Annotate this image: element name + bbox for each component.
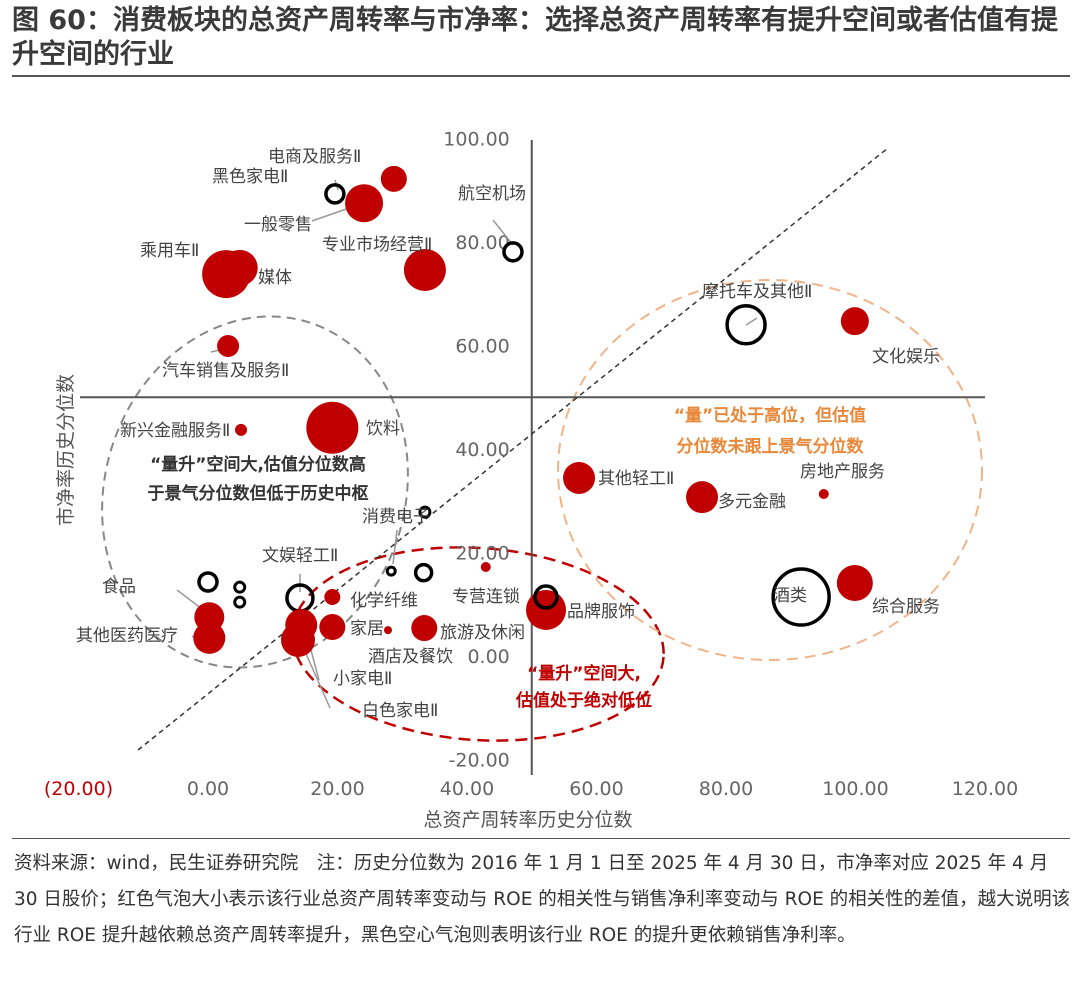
y-tick-label: 100.00 xyxy=(443,129,509,151)
y-axis-title: 市净率历史分位数 xyxy=(55,374,77,526)
figure-title: 图 60：消费板块的总资产周转率与市净率：选择总资产周转率有提升空间或者估值有提… xyxy=(12,5,1058,70)
hollow-bubble-19 xyxy=(533,584,559,610)
red-bubble-31 xyxy=(411,615,438,642)
red-bubble-18 xyxy=(525,589,566,630)
red-bubble-11 xyxy=(235,423,248,436)
orange-zone-note: “量”已处于高位，但估值 xyxy=(674,405,866,426)
gray-zone-note: 于景气分位数但低于历史中枢 xyxy=(148,483,369,504)
title-divider xyxy=(12,75,1070,77)
point-label: 化学纤维 xyxy=(350,591,418,611)
red-bubble-28 xyxy=(281,622,316,657)
point-label: 电商及服务Ⅱ xyxy=(268,147,361,167)
point-label: 多元金融 xyxy=(718,492,786,512)
red-bubble-30 xyxy=(384,626,393,635)
red-bubble-10 xyxy=(306,401,359,454)
point-label: 家居 xyxy=(350,619,384,639)
point-label: 文娱轻工Ⅱ xyxy=(262,546,338,566)
point-label: 消费电子 xyxy=(362,507,430,527)
point-label: 汽车销售及服务Ⅱ xyxy=(162,361,289,381)
point-label: 文化娱乐 xyxy=(872,347,940,367)
orange-zone-note: 分位数未跟上景气分位数 xyxy=(677,436,865,457)
x-tick-label: 60.00 xyxy=(569,778,623,800)
hollow-bubble-33 xyxy=(413,562,434,583)
red-zone-ellipse xyxy=(291,546,665,742)
footer-divider xyxy=(12,838,1070,839)
point-label: 专业市场经营Ⅱ xyxy=(322,235,432,255)
hollow-bubble-21 xyxy=(233,580,247,594)
x-tick-label: 40.00 xyxy=(440,778,494,800)
red-zone-note: “量升”空间大, xyxy=(527,663,641,684)
hollow-bubble-22 xyxy=(233,595,247,609)
red-bubble-26 xyxy=(324,589,341,606)
y-tick-label: 60.00 xyxy=(455,336,509,358)
point-label: 白色家电Ⅱ xyxy=(362,701,438,721)
red-bubble-6 xyxy=(221,249,258,286)
diagonal-reference-line xyxy=(137,147,889,751)
gray-zone-note: “量升”空间大,估值分位数高 xyxy=(150,454,366,475)
y-tick-label: 20.00 xyxy=(455,543,509,565)
red-bubble-2 xyxy=(345,184,384,223)
leader-line xyxy=(745,317,758,326)
point-label: 媒体 xyxy=(258,268,292,288)
point-label: 旅游及休闲 xyxy=(440,623,525,643)
red-bubble-0 xyxy=(380,165,407,192)
hollow-bubble-15 xyxy=(418,505,432,519)
leader-line xyxy=(492,219,514,246)
point-label: 其他医药医疗 xyxy=(76,626,178,646)
point-label: 饮料 xyxy=(366,419,400,439)
x-tick-label: 0.00 xyxy=(187,778,229,800)
hollow-bubble-8 xyxy=(725,304,767,346)
hollow-bubble-32 xyxy=(385,565,397,577)
y-tick-label: 80.00 xyxy=(455,232,509,254)
x-tick-label: 120.00 xyxy=(952,778,1018,800)
point-label: 航空机场 xyxy=(458,184,526,204)
point-label: 房地产服务 xyxy=(800,462,885,482)
y-tick-label: 0.00 xyxy=(467,646,509,668)
red-zone-note: 估值处于绝对低位 xyxy=(515,690,652,711)
red-bubble-17 xyxy=(836,565,873,602)
x-tick-label: 100.00 xyxy=(822,778,888,800)
red-bubble-14 xyxy=(818,489,829,500)
x-tick-label: 80.00 xyxy=(699,778,753,800)
point-label: 黑色家电Ⅱ xyxy=(212,167,288,187)
hollow-bubble-4 xyxy=(502,241,524,263)
point-label: 小家电Ⅱ xyxy=(333,669,392,689)
point-label: 酒店及餐饮 xyxy=(368,647,453,667)
x-tick-label: (20.00) xyxy=(44,778,113,800)
red-bubble-29 xyxy=(319,614,346,641)
point-label: 乘用车Ⅱ xyxy=(140,241,199,261)
red-bubble-7 xyxy=(217,335,240,358)
point-label: 食品 xyxy=(102,577,136,597)
source-note: 资料来源：wind，民生证券研究院 注：历史分位数为 2016 年 1 月 1 … xyxy=(14,853,1071,946)
hollow-bubble-20 xyxy=(197,571,219,593)
orange-zone-ellipse xyxy=(557,279,983,661)
point-label: 综合服务 xyxy=(872,597,940,617)
x-axis-title: 总资产周转率历史分位数 xyxy=(423,809,632,831)
y-tick-label: -20.00 xyxy=(449,750,510,772)
point-label: 专营连锁 xyxy=(452,587,520,607)
red-bubble-12 xyxy=(563,461,596,494)
point-label: 一般零售 xyxy=(244,215,312,235)
point-label: 摩托车及其他Ⅱ xyxy=(702,282,812,302)
red-bubble-3 xyxy=(403,248,446,291)
red-bubble-9 xyxy=(840,307,869,336)
gray-zone-ellipse xyxy=(101,315,409,669)
leader-line xyxy=(392,529,398,565)
point-label: 其他轻工Ⅱ xyxy=(598,469,674,489)
x-tick-label: 20.00 xyxy=(310,778,364,800)
y-tick-label: 40.00 xyxy=(455,439,509,461)
red-bubble-13 xyxy=(686,481,719,514)
red-bubble-34 xyxy=(480,561,491,572)
point-label: 酒类 xyxy=(773,586,807,606)
point-label: 品牌服饰 xyxy=(567,602,635,622)
hollow-bubble-16 xyxy=(771,567,831,627)
point-label: 新兴金融服务Ⅱ xyxy=(120,421,230,441)
hollow-bubble-1 xyxy=(324,183,346,205)
bubble-chart: (20.00) 0.00 20.00 40.00 60.00 80.00 100.00 120… xyxy=(44,129,1018,832)
red-bubble-24 xyxy=(193,621,226,654)
